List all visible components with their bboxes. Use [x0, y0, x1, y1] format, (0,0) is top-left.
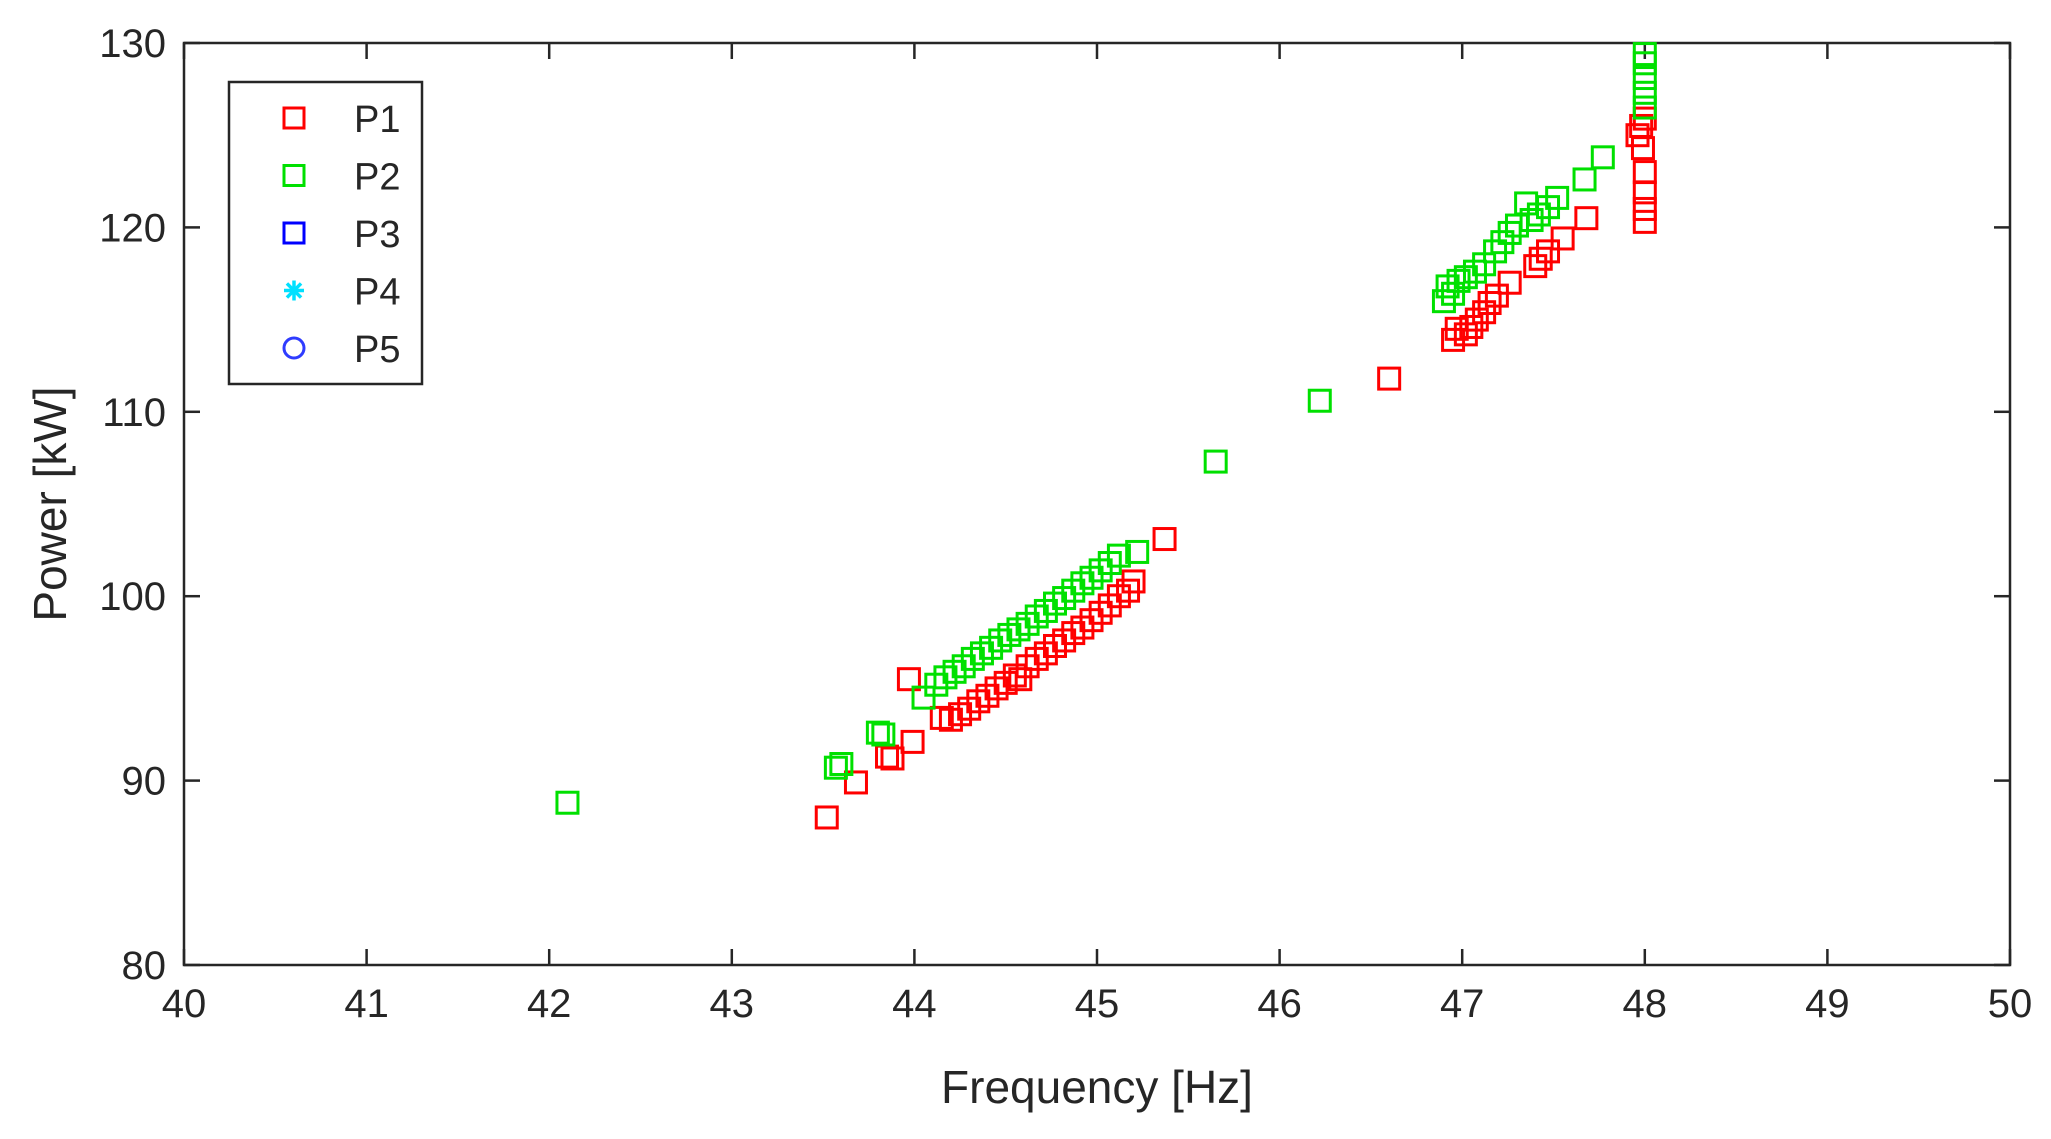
data-point: [1497, 270, 1522, 295]
data-point: [1121, 569, 1146, 594]
x-tick-label: 47: [1440, 982, 1485, 1026]
series-p2: [555, 42, 1657, 815]
data-point: [1528, 246, 1553, 271]
data-point: [1572, 167, 1597, 192]
data-point: [1125, 539, 1150, 564]
data-point: [1590, 145, 1615, 170]
data-point: [814, 805, 839, 830]
data-point: [1008, 667, 1033, 692]
data-point: [1307, 388, 1332, 413]
y-tick-label: 110: [102, 391, 166, 435]
data-point: [865, 720, 890, 745]
data-point: [1377, 366, 1402, 391]
data-point: [1550, 226, 1575, 251]
data-point: [1523, 254, 1548, 279]
data-point: [896, 667, 921, 692]
x-tick-label: 46: [1257, 982, 1302, 1026]
data-point: [1536, 239, 1561, 264]
legend-label: P4: [354, 272, 400, 314]
data-point: [1632, 95, 1657, 120]
data-point: [1152, 527, 1177, 552]
data-point: [1545, 185, 1570, 210]
legend-marker-p2: [282, 164, 306, 187]
data-points: [555, 42, 1657, 830]
data-point: [1632, 42, 1657, 67]
y-tick-label: 130: [99, 22, 166, 66]
series-p1: [814, 106, 1657, 830]
legend-label: P1: [354, 99, 400, 141]
data-point: [1477, 291, 1502, 316]
x-tick-label: 41: [344, 982, 389, 1026]
legend-box: [227, 80, 424, 386]
data-point: [829, 752, 854, 777]
legend-marker-p5: [282, 336, 306, 360]
data-point: [911, 685, 936, 710]
x-tick-label: 44: [892, 982, 937, 1026]
data-point: [1519, 208, 1544, 233]
data-point: [843, 770, 868, 795]
data-point: [1106, 543, 1131, 568]
x-tick-label: 49: [1805, 982, 1850, 1026]
data-point: [555, 790, 580, 815]
y-tick-label: 120: [99, 206, 166, 250]
plot-area: [182, 41, 2012, 967]
y-tick-label: 90: [122, 760, 167, 804]
data-point: [823, 755, 848, 780]
data-point: [1574, 206, 1599, 231]
data-point: [880, 746, 905, 771]
y-tick-label: 100: [99, 575, 166, 619]
legend-label: P5: [354, 329, 400, 371]
legend-label: P3: [354, 214, 400, 256]
data-point: [1632, 80, 1657, 105]
data-point: [871, 722, 896, 747]
x-tick-label: 48: [1623, 982, 1668, 1026]
x-tick-label: 45: [1075, 982, 1120, 1026]
x-tick-labels: 40 41 42 43 44 45 46 47 48 49 50: [162, 982, 2033, 1026]
y-axis-title: Power [kW]: [24, 386, 76, 621]
y-tick-labels: 80 90 100 110 120 130: [99, 22, 166, 988]
y-tick-label: 80: [122, 944, 167, 988]
legend-marker-p3: [282, 221, 306, 245]
legend: P1 P2 P3 P4 P5: [227, 80, 424, 386]
x-tick-label: 40: [162, 982, 207, 1026]
data-point: [1497, 220, 1522, 245]
data-point: [1632, 180, 1657, 205]
x-tick-label: 42: [527, 982, 572, 1026]
x-tick-label: 50: [1988, 982, 2033, 1026]
axis-ticks: [182, 41, 2012, 967]
data-point: [1630, 136, 1655, 161]
legend-label: P2: [354, 157, 400, 199]
x-axis-title: Frequency [Hz]: [941, 1061, 1253, 1113]
x-tick-label: 43: [710, 982, 755, 1026]
data-point: [900, 729, 925, 754]
data-point: [1441, 281, 1466, 306]
data-point: [1632, 196, 1657, 221]
legend-marker-p4: [284, 280, 304, 301]
data-point: [1464, 307, 1489, 332]
data-point: [1203, 449, 1228, 474]
legend-marker-p1: [282, 106, 306, 130]
data-point: [1484, 283, 1509, 308]
data-point: [1632, 66, 1657, 91]
data-point: [1632, 209, 1657, 234]
data-point: [1459, 314, 1484, 339]
